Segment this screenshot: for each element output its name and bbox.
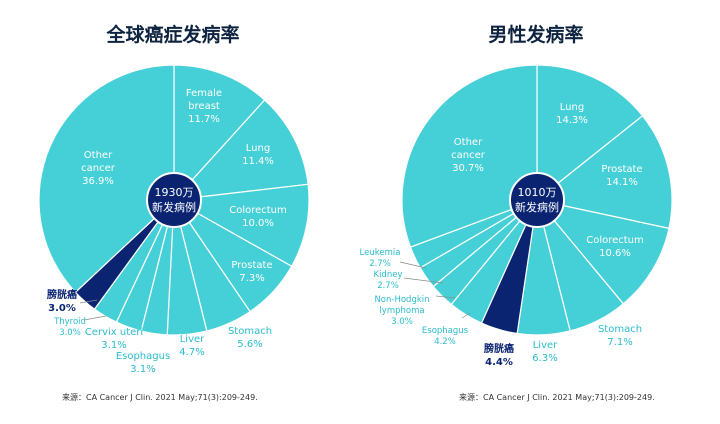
slice-value-label: 3.0% [59,328,81,338]
slice-name-label: lymphoma [379,306,424,316]
slice-value-label: 10.0% [242,218,274,229]
slice-name-label: breast [188,101,220,112]
slice-name-label: Other [84,150,113,161]
pie-slice [38,64,175,294]
pie-slice [535,199,670,305]
slice-name-label: Esophagus [116,351,170,362]
leader-line [461,312,471,319]
source-note-global: 来源：CA Cancer J Clin. 2021 May;71(3):209-… [62,393,258,402]
slice-value-label: 3.1% [130,364,155,375]
leader-line [399,261,427,269]
slice-name-label: cancer [81,163,116,174]
slice-value-label: 7.3% [239,273,264,284]
center-label: 1010万 [518,186,557,199]
slice-name-label: Lung [246,143,270,154]
slice-value-label: 11.4% [242,156,274,167]
slice-name-label: Stomach [598,324,642,335]
slice-name-label: Non-Hodgkin [374,295,429,305]
center-label: 新发病例 [152,200,196,214]
slice-value-label: 14.3% [556,115,588,126]
slice-value-label: 4.2% [434,337,456,347]
source-note-male: 来源：CA Cancer J Clin. 2021 May;71(3):209-… [459,393,655,402]
slice-name-label: Esophagus [422,326,469,336]
slice-value-label: 5.6% [237,339,262,350]
slice-name-label: Female [186,88,222,99]
pie-slice [172,183,310,268]
center-circle [146,172,202,228]
slice-name-label: 膀胱癌 [46,288,77,301]
slice-name-label: Other [454,137,483,148]
center-circle [509,172,565,228]
slice-value-label: 3.0% [48,303,76,314]
slice-value-label: 2.7% [377,281,399,291]
slice-name-label: Prostate [601,164,642,175]
chart-title-male: 男性发病率 [488,23,583,46]
slice-name-label: Stomach [228,326,272,337]
pie-slice [173,64,266,202]
chart-title-global: 全球癌症发病率 [105,23,239,46]
slice-name-label: Colorectum [229,205,287,216]
slice-name-label: Prostate [231,260,272,271]
slice-value-label: 4.4% [485,357,513,368]
slice-value-label: 2.7% [369,259,391,269]
center-label: 1930万 [155,186,194,199]
slice-name-label: Cervix uteri [85,327,143,338]
slice-value-label: 14.1% [606,177,638,188]
leader-line [79,299,98,304]
slice-name-label: Kidney [374,270,403,280]
slice-name-label: 膀胱癌 [483,342,514,355]
slice-value-label: 11.7% [188,114,220,125]
pie-slice [401,64,538,248]
slice-value-label: 7.1% [607,337,632,348]
leader-line [403,277,444,284]
slice-name-label: Liver [533,340,558,351]
slice-value-label: 10.6% [599,248,631,259]
leader-line [435,295,456,299]
slice-value-label: 6.3% [532,353,557,364]
slice-name-label: Colorectum [586,235,644,246]
slice-value-label: 4.7% [179,347,204,358]
pie-slice [535,114,673,230]
slice-name-label: Thyroid [53,317,86,327]
slice-value-label: 3.1% [101,340,126,351]
slice-name-label: Lung [560,102,584,113]
center-label: 新发病例 [515,200,559,214]
pie-slice [536,64,644,202]
slice-name-label: cancer [451,150,486,161]
pie-slice [172,99,309,201]
slice-value-label: 36.9% [82,176,114,187]
slice-name-label: Leukemia [360,248,401,258]
slice-value-label: 30.7% [452,163,484,174]
leader-line [83,315,107,321]
slice-name-label: Liver [180,334,205,345]
slice-value-label: 3.0% [391,317,413,327]
